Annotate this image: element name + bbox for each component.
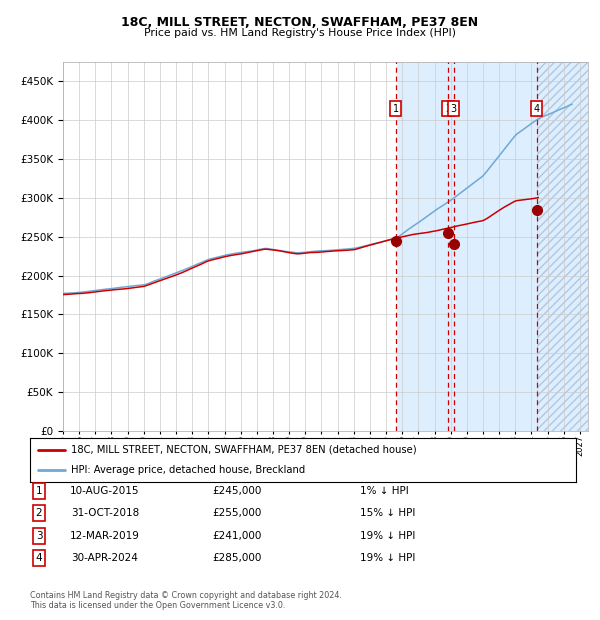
Bar xyxy=(396,62,588,431)
Text: Price paid vs. HM Land Registry's House Price Index (HPI): Price paid vs. HM Land Registry's House … xyxy=(144,29,456,38)
Text: Contains HM Land Registry data © Crown copyright and database right 2024.: Contains HM Land Registry data © Crown c… xyxy=(30,591,342,600)
Text: 18C, MILL STREET, NECTON, SWAFFHAM, PE37 8EN (detached house): 18C, MILL STREET, NECTON, SWAFFHAM, PE37… xyxy=(71,445,416,455)
Text: 4: 4 xyxy=(534,104,540,113)
Text: 2: 2 xyxy=(35,508,43,518)
Text: 15% ↓ HPI: 15% ↓ HPI xyxy=(360,508,415,518)
Text: 31-OCT-2018: 31-OCT-2018 xyxy=(71,508,139,518)
Text: 19% ↓ HPI: 19% ↓ HPI xyxy=(360,553,415,563)
Text: 1: 1 xyxy=(393,104,399,113)
Text: £285,000: £285,000 xyxy=(212,553,262,563)
Text: 10-AUG-2015: 10-AUG-2015 xyxy=(70,486,140,496)
Text: This data is licensed under the Open Government Licence v3.0.: This data is licensed under the Open Gov… xyxy=(30,601,286,609)
Text: 1: 1 xyxy=(35,486,43,496)
Text: HPI: Average price, detached house, Breckland: HPI: Average price, detached house, Brec… xyxy=(71,465,305,476)
Bar xyxy=(537,62,588,431)
Text: £255,000: £255,000 xyxy=(212,508,262,518)
Text: 2: 2 xyxy=(445,104,451,113)
Bar xyxy=(63,62,396,431)
Text: 1% ↓ HPI: 1% ↓ HPI xyxy=(360,486,409,496)
Text: 12-MAR-2019: 12-MAR-2019 xyxy=(70,531,140,541)
Text: 30-APR-2024: 30-APR-2024 xyxy=(71,553,139,563)
Text: £241,000: £241,000 xyxy=(212,531,262,541)
Text: 19% ↓ HPI: 19% ↓ HPI xyxy=(360,531,415,541)
Text: 4: 4 xyxy=(35,553,43,563)
Text: 3: 3 xyxy=(451,104,457,113)
Text: 18C, MILL STREET, NECTON, SWAFFHAM, PE37 8EN: 18C, MILL STREET, NECTON, SWAFFHAM, PE37… xyxy=(121,17,479,29)
Text: 3: 3 xyxy=(35,531,43,541)
Text: £245,000: £245,000 xyxy=(212,486,262,496)
